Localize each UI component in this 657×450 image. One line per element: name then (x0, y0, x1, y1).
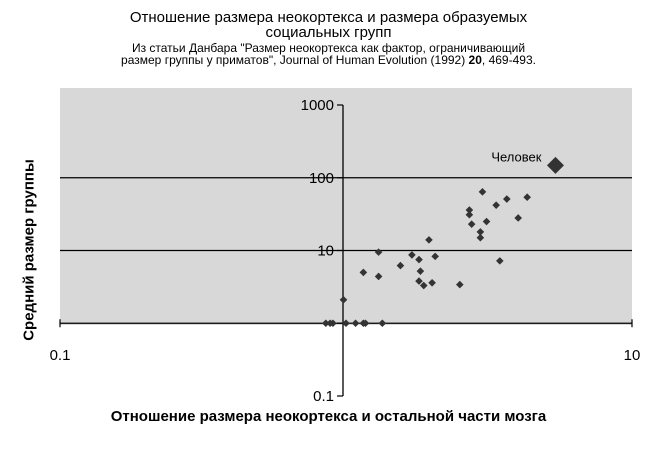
data-point (523, 193, 531, 202)
y-tick-label: 1000 (301, 97, 334, 114)
data-point (476, 233, 485, 242)
subtitle-line2-pre: размер группы у приматов", Journal of Hu… (121, 53, 469, 67)
x-tick-label: 10 (624, 347, 641, 364)
data-point (378, 319, 387, 328)
data-point (374, 248, 383, 256)
x-axis-title: Отношение размера неокортекса и остально… (110, 408, 547, 425)
data-point (476, 228, 485, 236)
data-point (425, 236, 433, 244)
data-point (478, 188, 487, 196)
data-point (503, 195, 511, 203)
data-point (415, 277, 423, 285)
data-point (456, 280, 464, 289)
data-point (467, 220, 476, 228)
human-annotation: Человек (491, 149, 541, 164)
chart-subtitle-line1: Из статьи Данбара "Размер неокортекса ка… (131, 41, 526, 55)
data-point (322, 319, 330, 328)
data-point (339, 296, 348, 304)
data-point (514, 214, 522, 222)
data-point (359, 268, 368, 277)
data-point (416, 267, 425, 275)
data-point (342, 319, 350, 328)
y-axis-title: Средний размер группы (20, 159, 38, 341)
data-point (428, 278, 436, 287)
data-point (419, 281, 428, 290)
chart-subtitle-line2: размер группы у приматов", Journal of Hu… (0, 54, 657, 67)
data-point (329, 319, 337, 328)
y-tick-label: 100 (309, 170, 334, 187)
y-tick-label: 0.1 (313, 388, 334, 405)
chart-title-block: Отношение размера неокортекса и размера … (0, 10, 657, 67)
data-point (496, 257, 504, 265)
data-point (396, 261, 405, 270)
x-tick-label: 0.1 (50, 347, 71, 364)
data-point (415, 255, 423, 264)
data-point (408, 251, 416, 259)
data-point (351, 319, 360, 328)
data-point (482, 217, 491, 226)
data-point (431, 252, 439, 261)
data-point (374, 272, 383, 281)
y-axis-title-wrap: Средний размер группы (15, 140, 43, 360)
data-point (465, 206, 474, 214)
data-point (492, 201, 500, 209)
chart-title: Отношение размера неокортекса и размера … (129, 9, 528, 41)
data-point (361, 319, 370, 328)
human-data-point (546, 156, 564, 174)
y-tick-label: 10 (317, 243, 334, 260)
subtitle-volume: 20 (468, 53, 482, 67)
data-point (465, 210, 474, 219)
plot-area (60, 88, 632, 325)
subtitle-line2-post: , 469-493. (481, 53, 536, 67)
